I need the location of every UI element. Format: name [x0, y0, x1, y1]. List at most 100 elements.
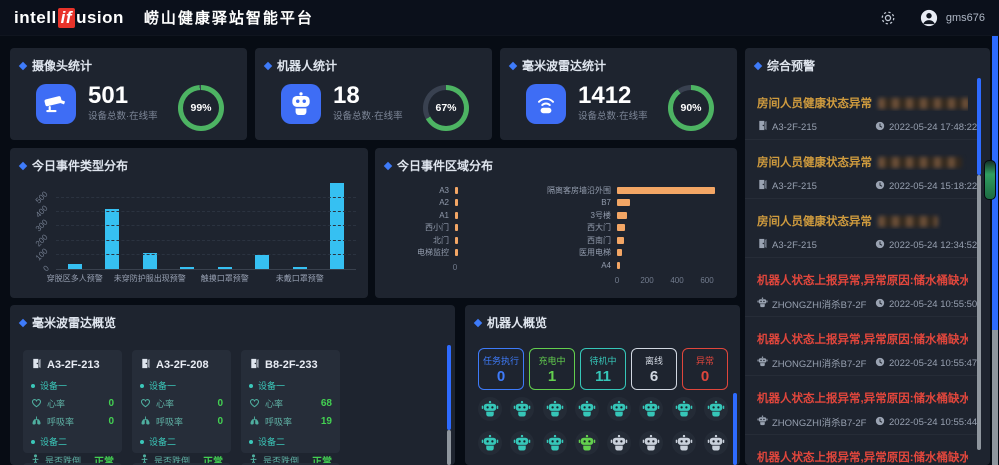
- y-tick-label: 200: [33, 232, 50, 249]
- stat-card: 毫米波雷达统计 1412 设备总数·在线率 90%: [500, 48, 737, 140]
- diamond-bullet-icon: [508, 61, 518, 70]
- alert-location: ZHONGZHI消杀B7-2F: [772, 300, 867, 311]
- robot-status-count: 0: [496, 368, 506, 385]
- bar: [217, 267, 232, 269]
- gridline: [56, 253, 356, 255]
- robot-icon-standby[interactable]: [671, 397, 696, 421]
- alert-item[interactable]: 房间人员健康状态异常 A3-2F-215 2022-05-24 17:48:22: [745, 81, 980, 140]
- category-label: 西小门: [425, 223, 449, 233]
- robot-icon-standby[interactable]: [542, 397, 567, 421]
- radar-panel-scrollbar-thumb[interactable]: [447, 345, 451, 430]
- device-dot-icon: [140, 383, 144, 388]
- robot-status-box-standby[interactable]: 待机中 11: [580, 348, 626, 390]
- heart-rate-label: 心率: [265, 399, 284, 409]
- alert-item[interactable]: 机器人状态上报异常,异常原因:储水桶缺水: [745, 435, 980, 465]
- panel-title-text: 机器人概览: [487, 316, 548, 330]
- stat-value: 501: [88, 82, 129, 109]
- robot-icon-standby[interactable]: [574, 397, 599, 421]
- robot-icon: [281, 84, 321, 124]
- person-icon: [140, 454, 149, 465]
- diamond-bullet-icon: [753, 61, 763, 70]
- hbar: [617, 186, 715, 194]
- radar-panel-scrollbar-track[interactable]: [447, 430, 451, 465]
- alert-location: ZHONGZHI消杀B7-2F: [772, 359, 867, 370]
- clock-icon: [875, 357, 885, 370]
- category-label: 医用电梯: [579, 248, 611, 258]
- fall-label: 是否跌倒: [263, 456, 300, 465]
- robot-icon-standby[interactable]: [478, 397, 502, 421]
- robot-status-box-charging[interactable]: 充电中 1: [529, 348, 575, 390]
- robot-icon-standby[interactable]: [607, 397, 632, 421]
- radar-room-card[interactable]: A3-2F-208 设备一 心率 0 呼吸率 0 设备二 是否跌倒 正常: [132, 350, 231, 465]
- alert-item[interactable]: 房间人员健康状态异常 A3-2F-215 2022-05-24 12:34:52: [745, 199, 980, 258]
- online-rate-ring: 99%: [178, 85, 224, 131]
- alert-item[interactable]: 房间人员健康状态异常 A3-2F-215 2022-05-24 15:18:22: [745, 140, 980, 199]
- alerts-scrollbar-thumb[interactable]: [977, 78, 981, 175]
- alert-title: 房间人员健康状态异常: [757, 154, 968, 170]
- robot-icon-offline[interactable]: [639, 431, 664, 455]
- robot-icon-standby[interactable]: [510, 397, 535, 421]
- alert-meta: A3-2F-215 2022-05-24 17:48:22: [757, 120, 977, 134]
- device-dot-icon: [31, 383, 35, 388]
- hbar-row: A1: [387, 209, 512, 222]
- robot-icon-charging[interactable]: [574, 431, 599, 455]
- category-label: 北门: [433, 235, 449, 245]
- alert-item[interactable]: 机器人状态上报异常,异常原因:储水桶缺水 ZHONGZHI消杀B7-2F 202…: [745, 258, 980, 317]
- fall-label: 是否跌倒: [45, 456, 82, 465]
- device2-label: 设备二: [40, 437, 68, 447]
- robot-status-box-offline[interactable]: 离线 6: [631, 348, 677, 390]
- robot-icon-offline[interactable]: [671, 431, 696, 455]
- breath-rate-label: 呼吸率: [156, 417, 184, 427]
- robot-status-label: 任务执行: [482, 356, 519, 366]
- redacted-text: [878, 216, 938, 228]
- bar: [180, 267, 195, 269]
- category-label: A4: [601, 260, 611, 270]
- fall-status-value: 正常: [203, 457, 223, 465]
- page-title: 崂山健康驿站智能平台: [143, 10, 314, 27]
- robot-panel-scrollbar-thumb[interactable]: [733, 393, 737, 465]
- x-tick-label: 200: [640, 275, 654, 285]
- hbar: [617, 249, 622, 257]
- robot-overview-panel: 机器人概览 任务执行 0 充电中 1 待机中 11 离线 6 异常 0: [465, 305, 740, 465]
- radar-icon: [526, 84, 566, 124]
- hbar-row: A4: [523, 259, 728, 272]
- header-right: gms676: [880, 9, 985, 27]
- panel-title: 综合预警: [745, 48, 990, 74]
- robot-icon-standby[interactable]: [478, 431, 502, 455]
- alert-title: 房间人员健康状态异常: [757, 95, 968, 111]
- clock-icon: [875, 298, 885, 311]
- alert-item[interactable]: 机器人状态上报异常,异常原因:储水桶缺水 ZHONGZHI消杀B7-2F 202…: [745, 376, 980, 435]
- radar-room-card[interactable]: A3-2F-213 设备一 心率 0 呼吸率 0 设备二 是否跌倒 正常: [23, 350, 122, 465]
- redacted-text: [878, 157, 962, 169]
- gridline: [56, 225, 356, 227]
- alert-time: 2022-05-24 15:18:22: [889, 180, 978, 192]
- hbar: [617, 211, 628, 219]
- radar-room-card[interactable]: B8-2F-233 设备一 心率 68 呼吸率 19 设备二 是否跌倒 正常: [241, 350, 340, 465]
- settings-gear-icon[interactable]: [880, 10, 896, 26]
- lungs-icon: [140, 416, 151, 428]
- robot-status-count: 1: [547, 368, 557, 385]
- robot-icon-offline[interactable]: [607, 431, 632, 455]
- chart-y-axis: 0 100 200 300 400 500: [18, 184, 52, 274]
- logo-pre: intell: [14, 7, 57, 27]
- robot-icon-standby[interactable]: [639, 397, 664, 421]
- user-avatar-icon[interactable]: [920, 9, 938, 27]
- hbar-row: A2: [387, 197, 512, 210]
- x-tick-label: 600: [700, 275, 714, 285]
- robot-icon-offline[interactable]: [703, 431, 728, 455]
- robot-status-box-task[interactable]: 任务执行 0: [478, 348, 524, 390]
- bar: [67, 264, 82, 269]
- robot-icon-standby[interactable]: [542, 431, 567, 455]
- robot-status-box-error[interactable]: 异常 0: [682, 348, 728, 390]
- clock-icon: [875, 121, 885, 134]
- alert-meta: ZHONGZHI消杀B7-2F 2022-05-24 10:55:50: [757, 297, 977, 311]
- panel-title-text: 机器人统计: [277, 59, 338, 73]
- alerts-scrollbar-track[interactable]: [977, 175, 981, 450]
- online-rate-percent: 67%: [435, 102, 457, 114]
- robot-icon-standby[interactable]: [510, 431, 535, 455]
- alert-item[interactable]: 机器人状态上报异常,异常原因:储水桶缺水 ZHONGZHI消杀B7-2F 202…: [745, 317, 980, 376]
- robot-icon-standby[interactable]: [703, 397, 728, 421]
- breath-rate-value: 0: [108, 416, 114, 427]
- page-scrollbar-track[interactable]: [992, 330, 998, 465]
- brand-logo: intell if usion: [14, 7, 124, 28]
